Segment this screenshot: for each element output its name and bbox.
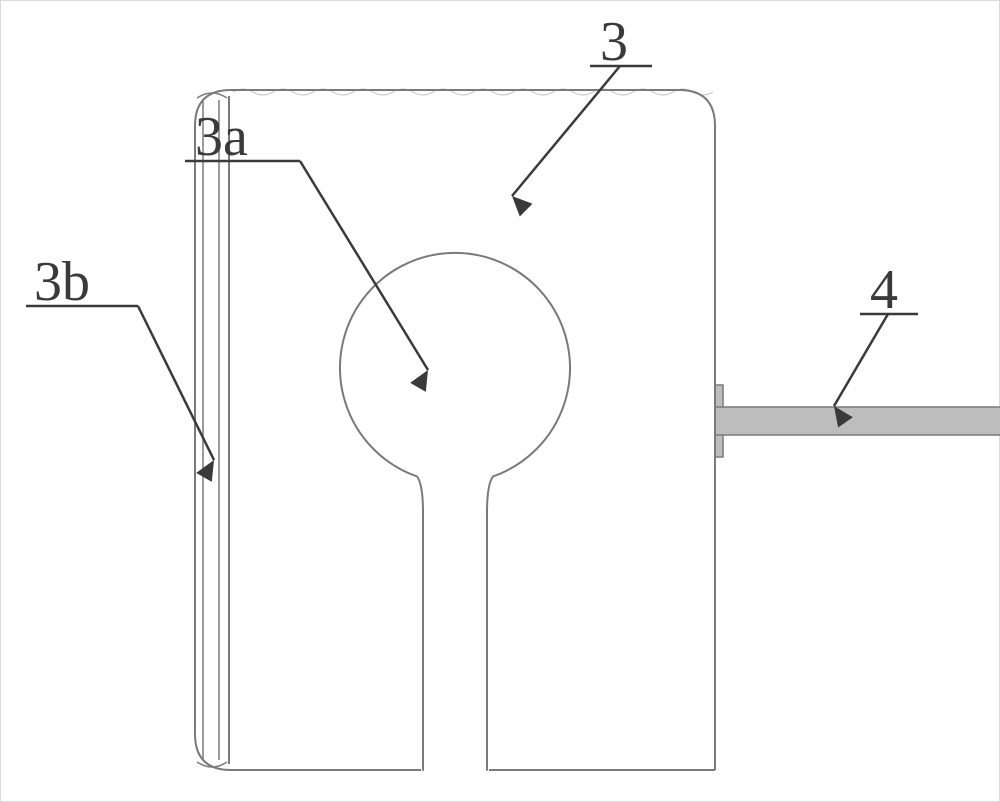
callout-4: 4 — [834, 259, 918, 406]
figure-canvas: 3 3a 3b 4 — [0, 0, 1000, 802]
callout-3b: 3b — [26, 251, 214, 460]
callout-leader — [834, 314, 888, 406]
callout-label: 3b — [34, 251, 90, 313]
callout-label: 4 — [870, 259, 898, 321]
callout-label: 3a — [195, 106, 248, 168]
callout-label: 3 — [600, 11, 628, 73]
body-outline-left — [195, 90, 715, 770]
shaft-bar — [715, 407, 1000, 435]
